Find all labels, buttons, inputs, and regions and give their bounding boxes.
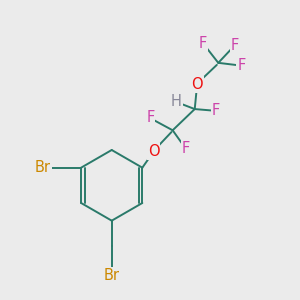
Text: F: F bbox=[230, 38, 238, 53]
Text: F: F bbox=[212, 103, 220, 118]
Text: F: F bbox=[237, 58, 245, 73]
Text: O: O bbox=[191, 77, 203, 92]
Text: F: F bbox=[199, 36, 207, 51]
Text: F: F bbox=[146, 110, 155, 125]
Text: F: F bbox=[182, 141, 190, 156]
Text: Br: Br bbox=[35, 160, 51, 175]
Text: Br: Br bbox=[104, 268, 120, 283]
Text: O: O bbox=[148, 144, 159, 159]
Text: H: H bbox=[171, 94, 182, 109]
